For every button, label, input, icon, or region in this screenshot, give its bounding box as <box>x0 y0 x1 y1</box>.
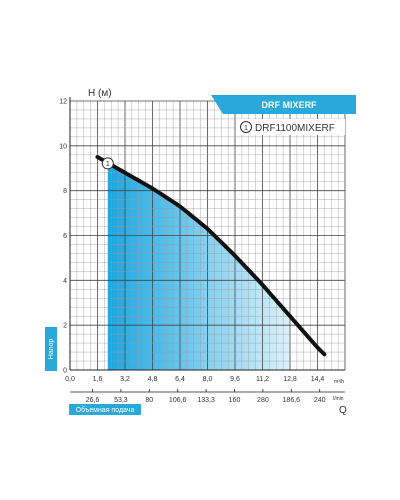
x-side-label-box <box>69 404 141 415</box>
x2-tick-label-1: 53,3 <box>114 397 128 404</box>
y-axis-title: H (м) <box>88 88 112 99</box>
legend-entry-drf1100mixerf: DRF1100MIXERF <box>255 123 335 134</box>
legend-marker-1 <box>240 121 252 133</box>
x-side-label-text: Объемная подача <box>76 406 135 414</box>
x-tick-label-0: 0,0 <box>65 376 75 383</box>
x-tick-label-7: 11,2 <box>256 376 269 383</box>
curve-layer: 1 <box>95 155 327 357</box>
x2-tick-label-2: 80 <box>145 397 153 404</box>
x2-tick-label-5: 160 <box>229 397 241 404</box>
operating-area-fill <box>107 162 290 370</box>
y-side-label: Напор <box>45 327 57 371</box>
x-tick-label-5: 8,0 <box>203 376 213 383</box>
x-tick-label-9: 14,4 <box>311 376 325 383</box>
x-side-label: Объемная подача <box>69 404 141 415</box>
x2-tick-label-8: 240 <box>314 397 326 404</box>
x2-tick-label-4: 133,3 <box>197 397 215 404</box>
curve-marker-label: 1 <box>106 161 110 168</box>
x2-tick-label-6: 280 <box>257 397 269 404</box>
operating-area <box>107 162 290 370</box>
x2-tick-label-7: 186,6 <box>283 397 301 404</box>
title-banner-shape <box>211 95 356 114</box>
y-side-label-text: Напор <box>48 339 55 360</box>
title-banner: DRF MIXERF <box>211 95 356 114</box>
x-tick-label-4: 6,4 <box>175 376 185 383</box>
y-side-label-box <box>45 327 57 371</box>
x-unit-lmin: l/min <box>333 396 344 402</box>
x-tick-label-8: 12,8 <box>283 376 297 383</box>
y-tick-label-0: 0 <box>63 368 67 375</box>
y-tick-label-2: 2 <box>63 323 67 330</box>
y-tick-label-8: 8 <box>63 188 67 195</box>
chart-title: DRF MIXERF <box>262 100 318 110</box>
x-tick-label-1: 1,6 <box>93 376 103 383</box>
x2-tick-label-0: 26,6 <box>86 397 100 404</box>
legend-box <box>236 119 345 135</box>
series-line-drf1100mixerf <box>95 155 327 357</box>
x2-tick-label-3: 106,6 <box>169 397 187 404</box>
x-unit-m3h: m³/h <box>334 379 344 385</box>
curve-marker-1 <box>101 157 114 170</box>
x-tick-label-2: 3,2 <box>120 376 130 383</box>
legend: 1 DRF1100MIXERF <box>236 119 345 135</box>
x-tick-label-3: 4,8 <box>148 376 158 383</box>
x-axis-letter: Q <box>339 405 347 416</box>
y-tick-label-6: 6 <box>63 233 67 240</box>
legend-marker-label: 1 <box>244 125 248 132</box>
y-tick-label-10: 10 <box>59 143 67 150</box>
x-tick-label-6: 9,6 <box>230 376 240 383</box>
axes <box>69 97 345 393</box>
tick-labels: 0 2 4 6 8 10 12 0,0 1,6 3,2 4,8 6,4 8,0 9,6 11,2 12,8 14… <box>59 99 325 405</box>
y-tick-label-4: 4 <box>63 278 67 285</box>
y-tick-label-12: 12 <box>59 99 67 106</box>
